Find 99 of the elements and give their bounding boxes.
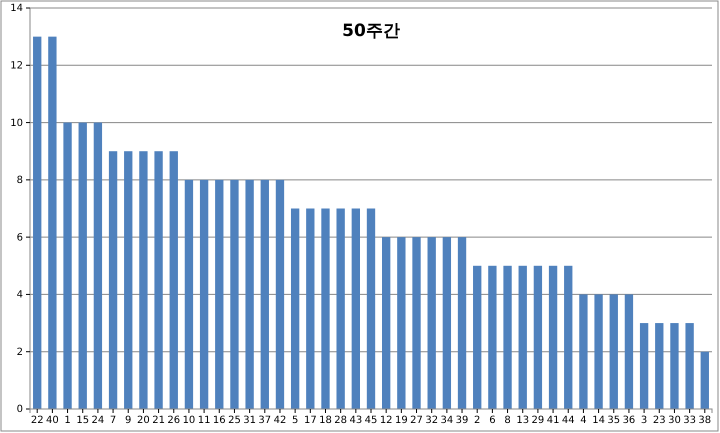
x-tick-label: 45 [364,415,378,426]
bar [33,36,42,409]
x-tick-label: 15 [76,415,90,426]
bar [78,122,87,409]
x-tick-label: 9 [125,415,132,426]
x-tick-label: 40 [46,415,59,426]
bar [290,208,300,409]
bar [534,266,542,409]
bar [184,180,194,409]
x-tick-label: 25 [228,415,241,426]
x-tick-label: 4 [580,415,587,426]
x-tick-label: 11 [198,415,210,426]
bar [352,208,360,409]
x-tick-label: 17 [304,415,317,426]
x-tick-label: 2 [474,415,480,426]
x-tick-label: 12 [380,415,393,426]
bar [488,266,497,409]
bar [458,237,466,409]
bar [63,122,72,409]
x-tick-label: 32 [425,415,438,426]
bar [230,180,239,409]
y-tick-label: 14 [10,3,23,14]
x-tick-label: 30 [668,415,681,426]
x-tick-label: 10 [182,415,196,426]
bar [594,294,603,409]
bar [336,208,345,409]
bar [382,237,390,409]
y-tick-label: 6 [16,232,23,244]
bar [260,180,269,409]
bar [548,266,558,409]
x-tick-label: 22 [30,415,44,426]
x-tick-label: 19 [394,415,408,426]
bar [215,180,224,409]
bar [610,294,618,409]
bar [321,208,330,409]
x-tick-label: 18 [319,415,332,426]
bar [154,151,163,409]
x-tick-label: 27 [410,415,423,426]
x-tick-label: 34 [440,415,454,426]
bar [503,266,512,409]
bar [700,352,709,409]
y-tick-label: 0 [16,404,23,416]
bar [94,122,102,409]
x-tick-label: 28 [334,415,348,426]
x-tick-label: 3 [640,415,648,426]
x-tick-label: 16 [212,415,226,426]
x-tick-label: 35 [607,415,620,426]
x-tick-label: 41 [546,415,560,426]
x-tick-label: 6 [489,415,496,426]
x-tick-label: 14 [592,415,605,426]
bar [366,208,376,409]
bar [48,36,57,409]
x-tick-label: 37 [258,415,272,426]
bar [412,237,421,409]
bar [685,323,694,409]
x-tick-label: 13 [516,415,530,426]
bar [200,180,208,409]
x-tick-label: 44 [562,415,575,426]
x-tick-label: 36 [622,415,636,426]
bar [624,294,634,409]
bar [276,180,284,409]
bar [397,237,406,409]
bar [428,237,436,409]
y-tick-label: 10 [10,118,23,129]
bar [564,266,572,409]
x-tick-label: 20 [137,415,150,426]
bar [579,294,588,409]
x-tick-label: 43 [349,415,362,426]
y-tick-label: 8 [16,175,23,186]
x-tick-label: 24 [92,415,104,426]
bar [306,208,314,409]
x-tick-label: 39 [456,415,468,426]
bar [518,266,527,409]
x-tick-label: 8 [504,415,511,426]
bar [473,266,482,409]
x-tick-label: 33 [683,415,696,426]
bar [108,151,118,409]
bar [442,237,452,409]
x-tick-label: 5 [292,415,298,426]
y-tick-label: 2 [16,346,23,358]
bar [170,151,178,409]
x-tick-label: 31 [243,415,256,426]
x-tick-label: 29 [532,415,544,426]
x-tick-label: 23 [652,415,666,426]
bar [670,323,679,409]
x-tick-label: 7 [110,415,116,426]
bar [139,151,148,409]
bar [655,323,664,409]
x-tick-label: 38 [698,415,712,426]
y-tick-label: 4 [16,290,23,301]
x-tick-label: 21 [152,415,165,426]
text: 50주간 [342,21,400,41]
bar [124,151,132,409]
x-tick-label: 42 [274,415,286,426]
bar [245,180,254,409]
bar [640,323,648,409]
x-tick-label: 26 [167,415,180,426]
y-tick-label: 12 [10,60,23,72]
x-tick-label: 1 [64,415,71,426]
